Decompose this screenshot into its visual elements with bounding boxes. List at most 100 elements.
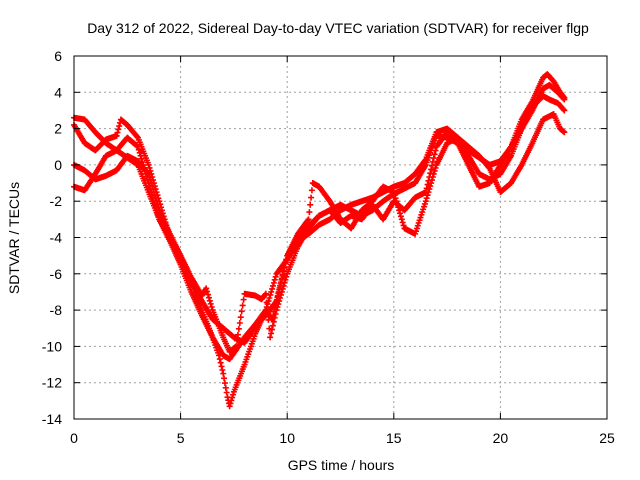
data-point [155,213,162,220]
data-point [426,174,433,180]
data-point [206,297,213,304]
data-point [272,273,279,280]
data-point [391,192,398,199]
data-point [397,213,404,220]
data-point [308,187,315,194]
y-tick-label: -10 [42,338,62,354]
data-point [269,285,276,292]
data-point [272,310,279,317]
data-point [306,209,313,216]
y-tick-label: 6 [54,48,62,64]
data-point [218,363,225,370]
data-point [143,174,150,180]
data-point [147,186,154,193]
data-point [561,94,568,101]
data-point [271,314,278,321]
data-point [400,222,407,229]
data-point [114,129,121,136]
y-axis-label: SDTVAR / TECUs [6,182,22,294]
data-point [270,318,277,325]
data-point [269,322,276,329]
data-point [116,123,123,130]
data-point [268,288,275,295]
data-point [274,304,281,311]
data-point [229,394,236,401]
data-point [308,194,315,201]
data-point [136,149,143,156]
data-point [266,295,273,301]
data-point [431,151,438,158]
data-point [137,152,144,159]
data-point [153,207,160,214]
data-point [267,334,274,341]
data-point [268,330,275,337]
data-point [141,164,148,171]
y-tick-label: -14 [42,411,62,427]
data-point [281,264,288,271]
data-point [268,326,275,333]
y-tick-label: 4 [54,84,62,100]
data-point [264,308,271,315]
data-point [239,302,246,309]
data-point [142,170,149,177]
data-point [113,132,120,139]
data-point [277,280,284,287]
data-point [217,359,224,366]
x-tick-label: 0 [70,430,78,446]
data-point [282,260,289,267]
data-point [283,273,290,280]
data-point [154,210,161,217]
data-point [140,161,147,168]
data-point [150,198,157,205]
data-point [428,166,435,173]
data-point [265,316,272,323]
data-point [428,162,435,169]
data-point [236,320,243,327]
data-point [115,126,122,133]
data-point [207,300,214,307]
data-point [230,391,237,398]
data-point [277,291,284,298]
data-point [276,284,283,291]
data-point [144,177,151,184]
data-point [430,155,437,162]
data-point [485,164,492,171]
x-tick-label: 15 [386,430,402,446]
data-point [560,93,567,100]
x-tick-label: 5 [177,430,185,446]
data-point [138,155,145,162]
data-point [221,375,228,382]
y-tick-label: -6 [50,266,63,282]
data-point [278,288,285,295]
x-tick-label: 25 [599,430,615,446]
data-point [273,307,280,314]
data-point [431,167,438,174]
data-point [139,158,146,165]
data-point [423,195,430,202]
data-point [280,282,287,289]
data-point [228,397,235,404]
data-point [397,210,404,217]
y-tick-label: -4 [50,230,63,246]
data-point [233,343,240,350]
data-point [425,177,432,184]
data-point [145,161,152,168]
data-point [227,400,234,407]
data-point [432,164,439,171]
data-point [146,183,153,190]
data-point [237,314,244,321]
data-point [235,325,242,332]
data-point [561,107,568,114]
data-point [432,147,439,154]
data-point [234,331,241,338]
data-point [398,216,405,223]
data-point [307,201,314,208]
data-point [560,106,567,113]
data-point [215,352,222,359]
data-point [305,216,312,223]
y-tick-label: -12 [42,375,62,391]
data-point [238,308,245,315]
data-point [134,133,141,140]
data-point [424,181,431,188]
